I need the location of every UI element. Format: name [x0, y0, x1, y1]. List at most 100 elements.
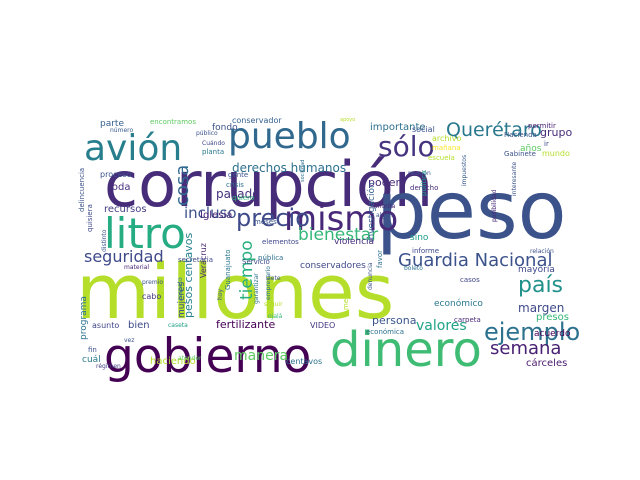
cloud-word-acuerdo: acuerdo	[534, 329, 571, 339]
cloud-word-número: número	[110, 127, 133, 134]
cloud-word-gente: gente	[228, 171, 248, 179]
cloud-word-poder: poder	[368, 176, 400, 189]
cloud-word-parte: parte	[100, 119, 124, 129]
cloud-word-derecho: derecho	[410, 184, 438, 192]
cloud-word-violencia: violencia	[334, 237, 374, 247]
cloud-word-centavos: centavos	[286, 357, 322, 366]
cloud-word-litro: litro	[104, 209, 186, 258]
cloud-word-incluso: incluso	[184, 204, 237, 222]
cloud-word-bien: bien	[128, 320, 150, 331]
cloud-word-sociedad: sociedad	[300, 160, 306, 182]
cloud-word-programa: programa	[79, 296, 89, 340]
cloud-word-delincuencia: delincuencia	[78, 168, 86, 212]
cloud-word-millones: millones	[76, 247, 394, 336]
cloud-word-ejemplo: ejemplo	[484, 318, 580, 346]
cloud-word-conservadores: conservadores	[300, 261, 366, 271]
cloud-word-asunto: asunto	[92, 321, 119, 330]
cloud-word-mujeres: mujeres	[177, 281, 187, 318]
cloud-word-régimen: régimen	[96, 363, 121, 370]
cloud-word-algún: algún	[376, 212, 393, 219]
cloud-word-atender: atender	[178, 355, 202, 362]
cloud-word-país: país	[518, 273, 563, 298]
cloud-word-mejor: mejor	[342, 290, 350, 310]
cloud-word-material: material	[124, 264, 149, 271]
cloud-word-siete: siete	[266, 275, 281, 282]
cloud-word-apoyo: apoyo	[340, 117, 355, 123]
cloud-word-cosa: cosa	[172, 165, 193, 206]
cloud-word-precio: precio	[236, 204, 310, 232]
cloud-word-crisis: crisis	[226, 181, 244, 189]
cloud-word-mismo: mismo	[284, 199, 398, 239]
cloud-word-escuela: escuela	[428, 154, 455, 162]
cloud-word-bienestar: bienestar	[298, 225, 378, 245]
cloud-word-corrupción: corrupción	[104, 148, 433, 221]
cloud-word-planta: planta	[202, 148, 224, 156]
cloud-word-sólo: sólo	[378, 130, 435, 163]
cloud-word-ahorita: ahorita	[374, 203, 396, 210]
cloud-word-guardia-nacional: Guardia Nacional	[398, 250, 553, 271]
cloud-word-meses: meses	[254, 218, 277, 226]
cloud-word-pesos-centavos: pesos centavos	[182, 232, 195, 318]
cloud-word-persona: persona	[372, 314, 416, 327]
cloud-word-premio: premio	[142, 279, 163, 286]
cloud-word-recursos: recursos	[104, 204, 147, 215]
cloud-word-denuncia: denuncia	[367, 262, 374, 290]
cloud-word-pasado: pasado	[216, 187, 260, 201]
cloud-word-sino: sino	[410, 233, 429, 243]
cloud-word-video: VIDEO	[310, 321, 335, 330]
cloud-word-dinero: dinero	[330, 322, 482, 378]
cloud-word-carpeta: carpeta	[454, 316, 481, 324]
cloud-word-grupo: grupo	[540, 126, 572, 139]
cloud-word-interesante: interesante	[511, 162, 518, 196]
cloud-word-fin: fin	[88, 346, 97, 354]
cloud-word-encontramos: encontramos	[150, 118, 196, 126]
cloud-word-servicio: Servicio	[242, 258, 270, 266]
cloud-word-cuál: cuál	[82, 355, 101, 365]
cloud-word-boleto: boleto	[404, 265, 423, 272]
cloud-word-peso: peso	[376, 164, 567, 257]
cloud-word-veracruz: Veracruz	[199, 243, 208, 278]
cloud-word-importante: importante	[370, 122, 426, 133]
cloud-word-vez: vez	[124, 337, 134, 344]
cloud-word-económico: económico	[434, 298, 483, 309]
cloud-word-gobierno: gobierno	[104, 329, 311, 384]
cloud-word-querétaro: Querétaro	[446, 119, 542, 141]
cloud-word-casos: casos	[460, 276, 480, 284]
cloud-word-fertilizante: fertilizante	[216, 318, 275, 331]
cloud-word-empresario: empresario	[265, 266, 272, 300]
cloud-word-garantizar: garantizar	[253, 273, 260, 304]
cloud-word-pueblo: pueblo	[228, 116, 351, 157]
cloud-word-mañana: mañana	[432, 144, 461, 152]
cloud-word-toda: toda	[108, 182, 131, 193]
cloud-word-fondo: fondo	[212, 123, 238, 133]
cloud-word-secretaria: secretaria	[178, 256, 213, 264]
cloud-word-avión: avión	[84, 128, 182, 169]
cloud-word-cuándo: Cuándo	[202, 140, 225, 147]
cloud-word-margen: margen	[518, 301, 564, 315]
cloud-word-quiero: quiero	[232, 194, 254, 202]
cloud-word-hacienda: Hacienda	[504, 131, 537, 139]
cloud-word-informe: informe	[412, 247, 439, 255]
cloud-word-política: política	[420, 171, 428, 196]
cloud-word-relación: relación	[530, 248, 554, 255]
cloud-word-quisiera: quisiera	[86, 204, 94, 232]
cloud-word-mundo: mundo	[542, 149, 570, 158]
cloud-word-gabinete: Gabinete	[504, 150, 536, 158]
cloud-word-social: social	[412, 125, 435, 134]
cloud-word-impuestos: impuestos	[461, 155, 468, 186]
cloud-word-seguridad: seguridad	[84, 247, 164, 266]
cloud-word-valores: valores	[416, 318, 467, 334]
cloud-word-posibilidad: posibilidad	[491, 189, 498, 222]
cloud-word-respeto: respeto	[177, 277, 184, 300]
cloud-word-iglesia: Iglesia	[200, 210, 232, 221]
cloud-word-presos: presos	[536, 312, 569, 323]
cloud-word-años: años	[520, 144, 542, 154]
cloud-word-semana: semana	[490, 338, 561, 359]
cloud-word-permitir: permitir	[528, 122, 556, 130]
cloud-word-ojalá: ojalá	[268, 313, 283, 320]
cloud-word-haciendo: haciendo	[150, 356, 196, 367]
cloud-word-distinto: distinto	[101, 229, 108, 252]
cloud-word-proceso: proceso	[100, 170, 132, 179]
